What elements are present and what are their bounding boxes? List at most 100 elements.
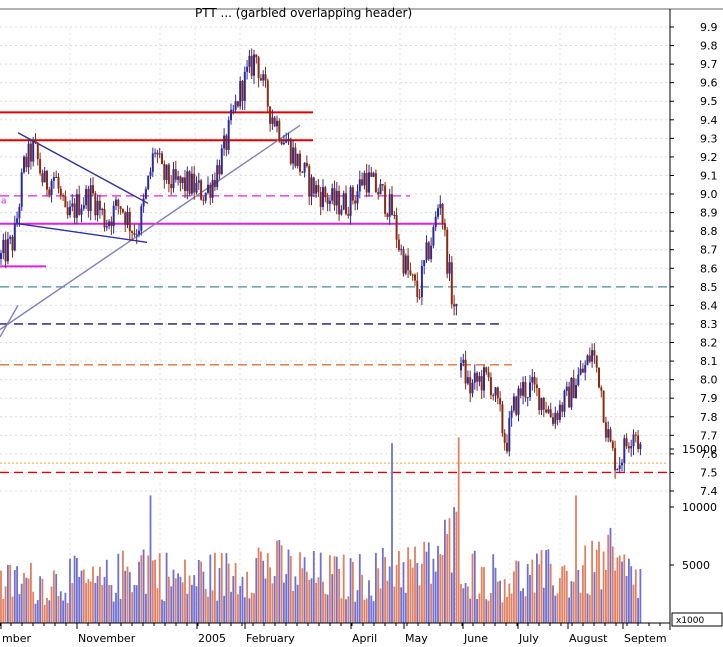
candle-body xyxy=(292,147,295,164)
volume-bar xyxy=(177,573,179,623)
volume-bar xyxy=(50,586,53,623)
candle-body xyxy=(632,434,635,447)
volume-bar xyxy=(128,572,131,623)
candle-body xyxy=(184,177,186,192)
candle-body xyxy=(9,236,12,239)
volume-bar xyxy=(76,558,78,623)
candle-body xyxy=(450,262,453,305)
volume-bar xyxy=(48,600,51,623)
volume-bar xyxy=(375,552,377,623)
volume-bar xyxy=(365,598,368,623)
volume-bar xyxy=(170,586,173,623)
volume-bar xyxy=(335,556,338,623)
volume-bar xyxy=(388,566,391,623)
volume-bar xyxy=(158,553,161,623)
candle-body xyxy=(595,355,598,368)
candle-body xyxy=(92,185,94,194)
candle-body xyxy=(368,172,370,193)
volume-bar xyxy=(529,575,531,623)
candle-body xyxy=(103,208,106,228)
candle-body xyxy=(524,381,527,398)
volume-bar xyxy=(154,559,156,623)
volume-bar xyxy=(356,590,359,623)
volume-bar xyxy=(494,567,497,623)
candle-body xyxy=(473,372,476,383)
candle-body xyxy=(117,199,120,207)
candle-body xyxy=(108,221,111,227)
candle-body xyxy=(395,214,398,240)
volume-bar xyxy=(404,592,407,623)
volume-bar xyxy=(621,561,623,623)
candle-body xyxy=(338,190,341,215)
volume-bar xyxy=(112,601,115,623)
candle-body xyxy=(365,172,368,193)
y-tick-label: 9.9 xyxy=(700,21,718,34)
volume-bar xyxy=(614,570,616,623)
candle-body xyxy=(78,194,81,215)
axes: 7.4 7.5 7.6 7.7 7.8 7.9 8.0 8.1 8.2 8.3 8.4 8.5 8.6 8… xyxy=(0,8,723,645)
candle-body xyxy=(11,236,14,251)
volume-bar xyxy=(510,593,513,623)
volume-bar xyxy=(531,559,534,623)
candle-body xyxy=(439,204,442,209)
candle-body xyxy=(374,173,377,193)
candle-body xyxy=(213,179,216,188)
candle-body xyxy=(227,120,230,150)
candle-body xyxy=(570,377,573,408)
volume-bar xyxy=(501,602,504,623)
volume-bar xyxy=(547,549,550,623)
candle-body xyxy=(630,446,633,449)
volume-bar xyxy=(331,574,334,623)
candle-body xyxy=(294,147,297,167)
candle-body xyxy=(296,153,299,167)
volume-bar xyxy=(27,578,30,623)
candle-body xyxy=(230,109,232,121)
candle-body xyxy=(195,182,198,193)
volume-tick-label: 5000 xyxy=(682,559,710,572)
volume-bar xyxy=(575,495,577,623)
volume-bar xyxy=(87,579,90,623)
volume-bar xyxy=(455,511,458,623)
volume-bar xyxy=(306,571,308,623)
y-tick-label: 8.5 xyxy=(700,281,718,294)
volume-bar xyxy=(441,555,444,623)
volume-bar xyxy=(151,560,154,623)
volume-tick-label: 10000 xyxy=(682,501,717,514)
candle-body xyxy=(496,387,499,399)
volume-bar xyxy=(110,584,113,623)
y-tick-label: 7.8 xyxy=(700,411,718,424)
candle-body xyxy=(32,139,35,162)
volume-bar xyxy=(89,581,92,623)
candle-body xyxy=(154,152,157,154)
candle-body xyxy=(131,231,134,233)
candle-body xyxy=(121,209,124,213)
volume-bar xyxy=(496,581,499,623)
volume-bar xyxy=(2,598,5,623)
volume-bar xyxy=(105,559,108,623)
volume-bar xyxy=(372,601,375,623)
candle-body xyxy=(170,184,173,189)
volume-bar xyxy=(361,574,363,623)
candle-body xyxy=(96,200,99,216)
volume-bar xyxy=(73,555,76,623)
volume-bar xyxy=(168,576,170,623)
x-tick-label: 2005 xyxy=(198,632,226,645)
candle-body xyxy=(519,388,522,396)
volume-bar xyxy=(64,592,67,623)
candle-body xyxy=(29,143,32,162)
volume-bars xyxy=(0,437,642,623)
candle-body xyxy=(124,212,127,225)
volume-bar xyxy=(471,553,474,623)
volume-bar xyxy=(517,561,520,623)
candle-body xyxy=(89,185,92,212)
candle-body xyxy=(236,101,239,107)
candle-body xyxy=(361,179,364,186)
volume-bar xyxy=(269,567,271,623)
candle-body xyxy=(351,187,354,201)
volume-bar xyxy=(317,577,320,623)
volume-bar xyxy=(172,569,175,623)
volume-bar xyxy=(4,586,7,623)
y-tick-label: 7.7 xyxy=(700,429,718,442)
candle-body xyxy=(354,200,357,204)
volume-unit-box xyxy=(671,612,723,627)
